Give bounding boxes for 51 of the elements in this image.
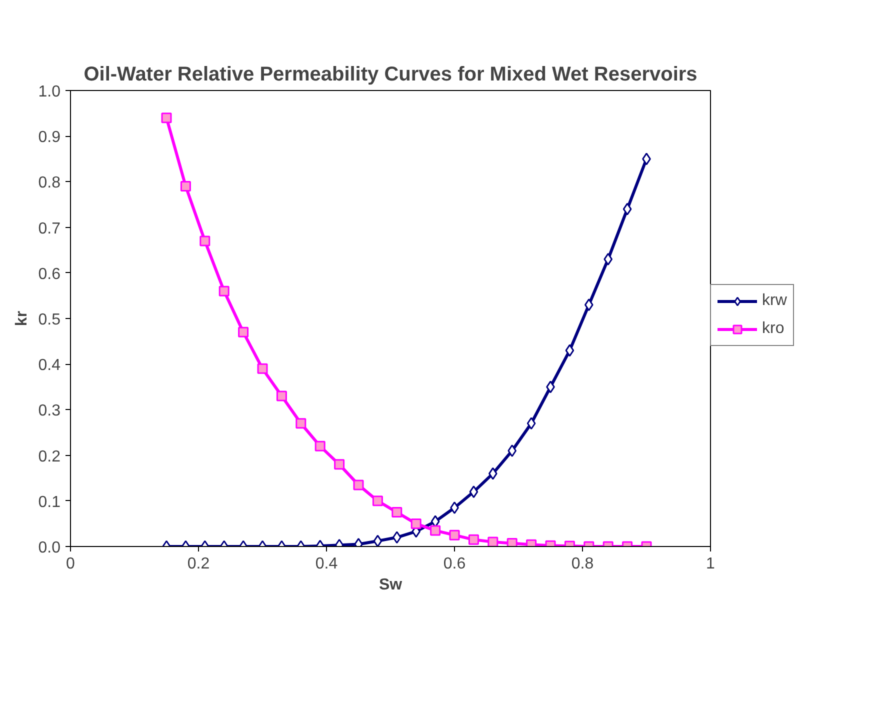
chart-title: Oil-Water Relative Permeability Curves for Mixed Wet Reservoirs — [84, 64, 698, 86]
x-tick-label: 0 — [66, 556, 76, 572]
point — [508, 444, 517, 457]
x-tick-label: 1 — [706, 556, 716, 572]
y-tick-label: 1.0 — [38, 84, 61, 100]
y-tick-label: 0.9 — [38, 129, 61, 146]
point — [488, 467, 498, 480]
point — [353, 480, 364, 490]
y-tick-label: 0.8 — [38, 174, 61, 192]
point — [565, 344, 574, 357]
y-axis-title: kr — [13, 310, 30, 326]
point — [238, 326, 249, 338]
point — [392, 531, 402, 544]
y-tick-label: 0.7 — [38, 220, 61, 238]
point — [200, 236, 210, 246]
point — [161, 112, 172, 124]
x-tick-label: 0.8 — [571, 556, 594, 572]
y-tick-label: 0.2 — [38, 448, 61, 466]
y-tick-label: 0.6 — [38, 266, 61, 283]
point — [430, 525, 441, 536]
point — [506, 538, 518, 546]
legend-label: kro — [762, 320, 784, 338]
point — [372, 496, 383, 506]
point — [488, 536, 498, 546]
x-tick-label: 0.4 — [315, 556, 338, 572]
point — [410, 518, 422, 529]
point — [373, 534, 382, 546]
point — [584, 298, 594, 312]
point — [218, 286, 230, 296]
y-tick-label: 0.5 — [38, 312, 61, 328]
y-tick-label: 0.0 — [38, 540, 61, 556]
point — [296, 418, 306, 429]
point — [314, 440, 326, 452]
point — [276, 390, 287, 402]
x-axis-title: Sw — [378, 576, 403, 594]
point — [526, 417, 536, 430]
point — [392, 507, 402, 518]
point — [180, 181, 191, 192]
point — [468, 534, 479, 545]
legend-label: krw — [762, 292, 787, 310]
point — [469, 486, 478, 498]
y-tick-label: 0.4 — [38, 357, 61, 374]
y-tick-label: 0.3 — [38, 402, 61, 420]
point — [622, 202, 632, 216]
point — [449, 530, 460, 540]
x-tick-label: 0.6 — [443, 556, 466, 572]
point — [334, 459, 345, 470]
point — [257, 363, 268, 374]
point — [604, 252, 613, 266]
y-tick-label: 0.1 — [38, 494, 61, 511]
x-tick-label: 0.2 — [187, 556, 210, 572]
